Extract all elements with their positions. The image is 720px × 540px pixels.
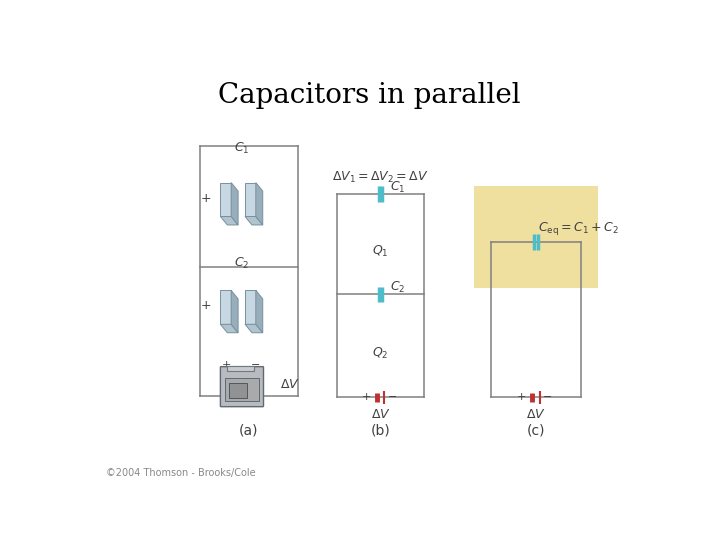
Text: +: + [362,393,372,402]
Text: $Q_2$: $Q_2$ [372,346,389,361]
Text: $Q_1$: $Q_1$ [372,245,389,259]
Text: −: − [251,299,261,312]
Text: $C_2$: $C_2$ [234,256,250,271]
Polygon shape [245,183,256,217]
Polygon shape [220,291,231,325]
Polygon shape [245,291,256,325]
Text: ©2004 Thomson - Brooks/Cole: ©2004 Thomson - Brooks/Cole [106,468,256,478]
Polygon shape [231,183,238,225]
Polygon shape [245,217,263,225]
Text: $\Delta V$: $\Delta V$ [281,378,300,391]
Text: −: − [251,192,261,205]
Text: (b): (b) [371,423,390,437]
Text: (c): (c) [526,423,545,437]
Text: $C_2$: $C_2$ [390,280,405,295]
Text: +: + [200,192,211,205]
Text: −: − [388,393,397,402]
Text: $C_\mathrm{eq} = C_1 + C_2$: $C_\mathrm{eq} = C_1 + C_2$ [538,220,618,237]
FancyBboxPatch shape [220,367,264,407]
Bar [225,378,259,401]
Text: $\Delta V$: $\Delta V$ [526,408,546,421]
Text: $C_1$: $C_1$ [390,180,405,195]
Text: +: + [517,393,526,402]
Bar [474,186,598,288]
Polygon shape [220,325,238,333]
Polygon shape [231,291,238,333]
Polygon shape [220,183,231,217]
Text: +: + [200,299,211,312]
Text: (a): (a) [239,423,258,437]
Bar [229,383,248,398]
Bar [227,366,254,372]
Polygon shape [220,217,238,225]
Text: $C_1$: $C_1$ [234,140,250,156]
Polygon shape [245,325,263,333]
Text: −: − [251,360,260,370]
Text: +: + [222,360,231,370]
Polygon shape [256,291,263,333]
Polygon shape [256,183,263,225]
Text: −: − [544,393,553,402]
Text: Capacitors in parallel: Capacitors in parallel [217,82,521,109]
Text: $\Delta V$: $\Delta V$ [371,408,390,421]
Text: $\Delta V_1 = \Delta V_2 = \Delta V$: $\Delta V_1 = \Delta V_2 = \Delta V$ [332,170,429,185]
